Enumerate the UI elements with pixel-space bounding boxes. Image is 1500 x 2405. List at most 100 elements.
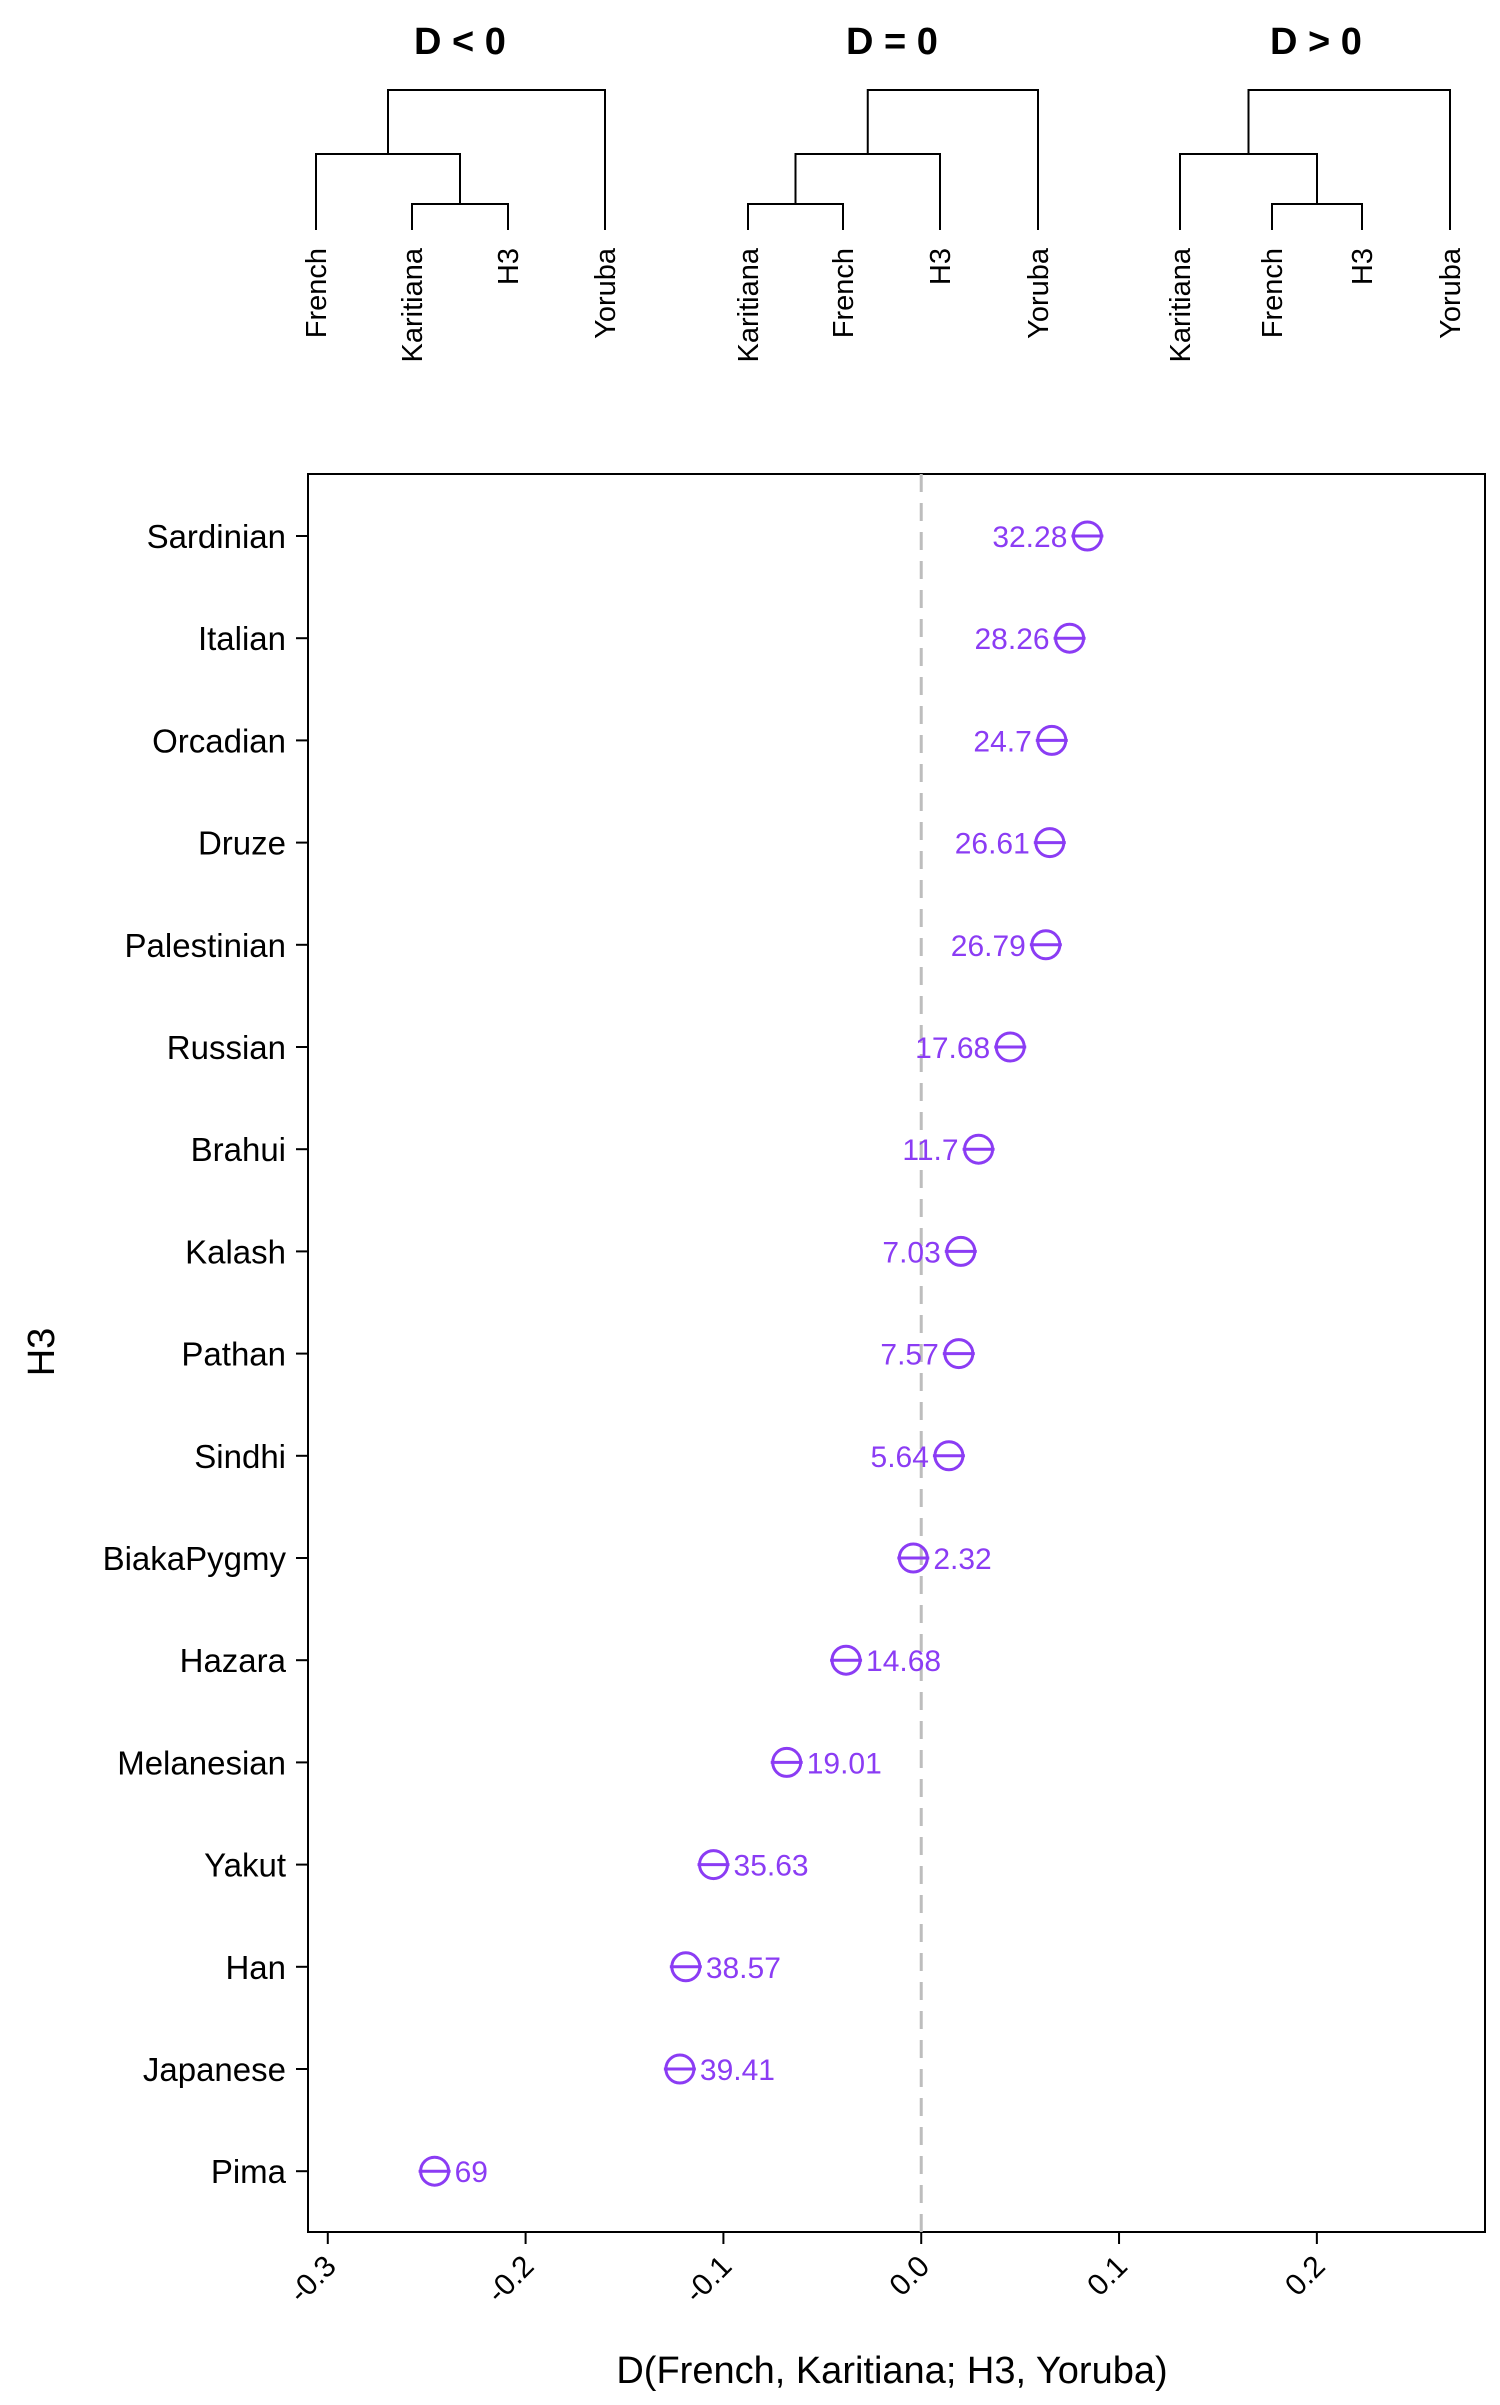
marker-sardinian xyxy=(1071,520,1103,552)
marker-orcadian xyxy=(1036,724,1068,756)
point-pathan: 7.57 xyxy=(880,1338,975,1372)
z-label-druze: 26.61 xyxy=(955,828,1030,861)
tree-3-branch-2 xyxy=(1247,89,1451,230)
tree-3-branch-1 xyxy=(1179,153,1318,230)
z-label-kalash: 7.03 xyxy=(882,1236,940,1269)
tree-2-branch-0 xyxy=(747,203,844,230)
tree-3-leaf-karitiana: Karitiana xyxy=(1165,247,1197,362)
marker-palestinian xyxy=(1030,929,1062,961)
y-tick-label-russian: Russian xyxy=(167,1029,286,1066)
x-tick-label-4: 0.1 xyxy=(1081,2250,1134,2303)
x-tick-label-5: 0.2 xyxy=(1279,2250,1332,2303)
tree-2-leaf-h3: H3 xyxy=(925,248,957,285)
y-tick-label-han: Han xyxy=(225,1949,286,1986)
marker-kalash xyxy=(945,1235,977,1267)
y-axis: Sardinian Italian Orcadian Druze Palestinian… xyxy=(103,518,308,2190)
tree-1-leaf-yoruba: Yoruba xyxy=(590,247,622,339)
marker-italian xyxy=(1054,622,1086,654)
y-tick-label-melanesian: Melanesian xyxy=(117,1744,286,1781)
tree-1-branch-2 xyxy=(387,89,606,230)
point-italian: 28.26 xyxy=(975,622,1086,656)
point-biakapygmy: 2.32 xyxy=(897,1542,992,1576)
x-axis-title: D(French, Karitiana; H3, Yoruba) xyxy=(616,2350,1167,2392)
z-label-japanese: 39.41 xyxy=(700,2054,775,2087)
y-tick-label-biakapygmy: BiakaPygmy xyxy=(103,1540,287,1577)
tree-1-leaf-h3: H3 xyxy=(493,248,525,285)
marker-brahui xyxy=(963,1133,995,1165)
marker-pathan xyxy=(943,1338,975,1370)
y-tick-label-hazara: Hazara xyxy=(180,1642,287,1679)
x-tick-label-2: -0.1 xyxy=(678,2250,738,2310)
z-label-pima: 69 xyxy=(455,2156,488,2189)
tree-1-branch-0 xyxy=(411,203,509,230)
marker-yakut xyxy=(698,1849,730,1881)
z-label-hazara: 14.68 xyxy=(866,1645,941,1678)
x-tick-label-3: 0.0 xyxy=(883,2250,936,2303)
point-orcadian: 24.7 xyxy=(973,724,1068,758)
tree-title-2: D = 0 xyxy=(846,21,938,63)
y-tick-label-kalash: Kalash xyxy=(185,1233,286,1270)
z-label-orcadian: 24.7 xyxy=(973,725,1031,758)
y-tick-label-sindhi: Sindhi xyxy=(194,1438,286,1475)
marker-melanesian xyxy=(771,1746,803,1778)
tree-1-branch-1 xyxy=(315,153,461,230)
y-tick-label-orcadian: Orcadian xyxy=(152,722,286,759)
marker-pima xyxy=(419,2155,451,2187)
tree-3: D > 0 Karitiana French H3 Yoruba xyxy=(1165,21,1467,362)
y-tick-label-brahui: Brahui xyxy=(191,1131,286,1168)
z-label-russian: 17.68 xyxy=(915,1032,990,1065)
y-tick-label-italian: Italian xyxy=(198,620,286,657)
z-label-biakapygmy: 2.32 xyxy=(933,1543,991,1576)
z-label-palestinian: 26.79 xyxy=(951,930,1026,963)
point-kalash: 7.03 xyxy=(882,1235,977,1269)
z-label-han: 38.57 xyxy=(706,1952,781,1985)
point-pima: 69 xyxy=(418,2155,488,2189)
tree-diagrams: D < 0 French Karitiana H3 Yoruba D = 0 Karitia… xyxy=(301,21,1467,362)
x-tick-label-1: -0.2 xyxy=(481,2250,541,2310)
z-label-pathan: 7.57 xyxy=(880,1339,938,1372)
marker-russian xyxy=(994,1031,1026,1063)
point-hazara: 14.68 xyxy=(830,1644,941,1678)
tree-3-leaf-french: French xyxy=(1257,248,1289,338)
tree-3-leaf-yoruba: Yoruba xyxy=(1435,247,1467,339)
marker-druze xyxy=(1034,827,1066,859)
tree-2-leaf-french: French xyxy=(828,248,860,338)
point-melanesian: 19.01 xyxy=(770,1746,882,1780)
marker-han xyxy=(670,1951,702,1983)
z-label-italian: 28.26 xyxy=(975,623,1050,656)
y-tick-label-pima: Pima xyxy=(211,2153,287,2190)
y-tick-label-yakut: Yakut xyxy=(204,1847,286,1884)
marker-hazara xyxy=(830,1644,862,1676)
y-tick-label-japanese: Japanese xyxy=(143,2051,286,2088)
tree-1-leaf-french: French xyxy=(301,248,333,338)
tree-title-3: D > 0 xyxy=(1270,21,1362,63)
tree-1: D < 0 French Karitiana H3 Yoruba xyxy=(301,21,622,362)
tree-2-leaf-yoruba: Yoruba xyxy=(1023,247,1055,339)
y-tick-label-sardinian: Sardinian xyxy=(147,518,286,555)
point-brahui: 11.7 xyxy=(902,1133,995,1167)
data-points: 32.28 28.26 24.7 26.61 26.79 17.68 11.7 7.03 7.5… xyxy=(418,520,1104,2189)
y-tick-label-palestinian: Palestinian xyxy=(125,927,286,964)
point-yakut: 35.63 xyxy=(697,1849,809,1883)
tree-2-leaf-karitiana: Karitiana xyxy=(733,247,765,362)
point-sindhi: 5.64 xyxy=(871,1440,965,1474)
x-tick-label-0: -0.3 xyxy=(283,2250,343,2310)
y-tick-label-pathan: Pathan xyxy=(181,1336,286,1373)
z-label-melanesian: 19.01 xyxy=(807,1747,882,1780)
tree-title-1: D < 0 xyxy=(414,21,506,63)
z-label-yakut: 35.63 xyxy=(734,1850,809,1883)
tree-3-leaf-h3: H3 xyxy=(1347,248,1379,285)
point-han: 38.57 xyxy=(669,1951,781,1985)
z-label-sindhi: 5.64 xyxy=(871,1441,929,1474)
y-axis-title: H3 xyxy=(21,1328,63,1377)
tree-1-leaf-karitiana: Karitiana xyxy=(397,247,429,362)
point-russian: 17.68 xyxy=(915,1031,1027,1065)
x-axis: -0.3 -0.2 -0.1 0.0 0.1 0.2 xyxy=(283,2232,1332,2310)
z-label-brahui: 11.7 xyxy=(902,1134,958,1167)
marker-sindhi xyxy=(933,1440,965,1472)
tree-2-branch-1 xyxy=(794,153,941,230)
tree-2: D = 0 Karitiana French H3 Yoruba xyxy=(733,21,1055,362)
marker-japanese xyxy=(664,2053,696,2085)
